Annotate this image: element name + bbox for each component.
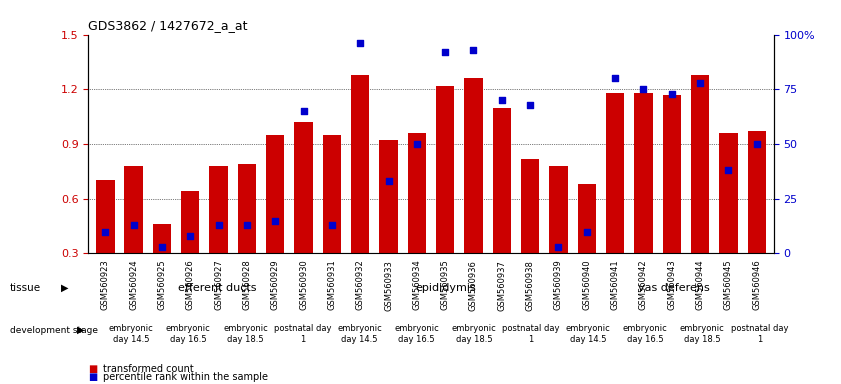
Bar (634, 93, 653, 253)
Bar (209, 166, 228, 253)
Text: postnatal day
1: postnatal day 1 (731, 324, 788, 344)
Bar (266, 135, 284, 253)
Bar (663, 95, 681, 253)
Text: postnatal day
1: postnatal day 1 (502, 324, 560, 344)
Point (523, 101, 537, 108)
Text: percentile rank within the sample: percentile rank within the sample (103, 372, 268, 382)
Bar (351, 74, 369, 253)
Point (495, 97, 509, 103)
Text: ■: ■ (88, 372, 98, 382)
Bar (153, 224, 172, 253)
Bar (294, 122, 313, 253)
Bar (181, 191, 199, 253)
Point (212, 222, 225, 228)
Bar (408, 133, 426, 253)
Text: postnatal day
1: postnatal day 1 (274, 324, 331, 344)
Point (467, 47, 480, 53)
Bar (521, 159, 539, 253)
Text: embryonic
day 16.5: embryonic day 16.5 (394, 324, 439, 344)
Point (552, 244, 565, 250)
Point (693, 79, 706, 86)
Point (353, 40, 367, 46)
Point (665, 91, 679, 97)
Text: embryonic
day 18.5: embryonic day 18.5 (223, 324, 267, 344)
Point (637, 86, 650, 92)
Point (580, 228, 594, 235)
Point (98, 228, 112, 235)
Text: ▶: ▶ (61, 283, 68, 293)
Text: tissue: tissue (10, 283, 41, 293)
Point (750, 141, 764, 147)
Text: epididymis: epididymis (415, 283, 476, 293)
Point (410, 141, 424, 147)
Bar (323, 135, 341, 253)
Text: efferent ducts: efferent ducts (177, 283, 256, 293)
Point (722, 167, 735, 173)
Point (268, 217, 282, 223)
Text: vas deferens: vas deferens (637, 283, 710, 293)
Text: embryonic
day 14.5: embryonic day 14.5 (566, 324, 611, 344)
Bar (379, 140, 398, 253)
Text: embryonic
day 14.5: embryonic day 14.5 (108, 324, 154, 344)
Text: transformed count: transformed count (103, 364, 194, 374)
Point (156, 244, 169, 250)
Bar (549, 166, 568, 253)
Bar (96, 180, 114, 253)
Bar (748, 131, 766, 253)
Text: embryonic
day 18.5: embryonic day 18.5 (452, 324, 496, 344)
Text: ▶: ▶ (77, 325, 85, 335)
Bar (238, 164, 257, 253)
Bar (719, 133, 738, 253)
Text: embryonic
day 18.5: embryonic day 18.5 (680, 324, 725, 344)
Bar (124, 166, 143, 253)
Bar (436, 86, 454, 253)
Bar (464, 78, 483, 253)
Point (608, 75, 621, 81)
Text: embryonic
day 14.5: embryonic day 14.5 (337, 324, 382, 344)
Point (127, 222, 140, 228)
Text: embryonic
day 16.5: embryonic day 16.5 (623, 324, 668, 344)
Bar (690, 74, 709, 253)
Point (325, 222, 339, 228)
Point (382, 178, 395, 184)
Text: ■: ■ (88, 364, 98, 374)
Text: GDS3862 / 1427672_a_at: GDS3862 / 1427672_a_at (88, 19, 248, 32)
Bar (493, 108, 511, 253)
Text: embryonic
day 16.5: embryonic day 16.5 (166, 324, 210, 344)
Point (297, 108, 310, 114)
Bar (606, 93, 624, 253)
Text: development stage: development stage (10, 326, 98, 335)
Point (241, 222, 254, 228)
Bar (578, 184, 596, 253)
Point (183, 233, 197, 239)
Point (438, 49, 452, 55)
